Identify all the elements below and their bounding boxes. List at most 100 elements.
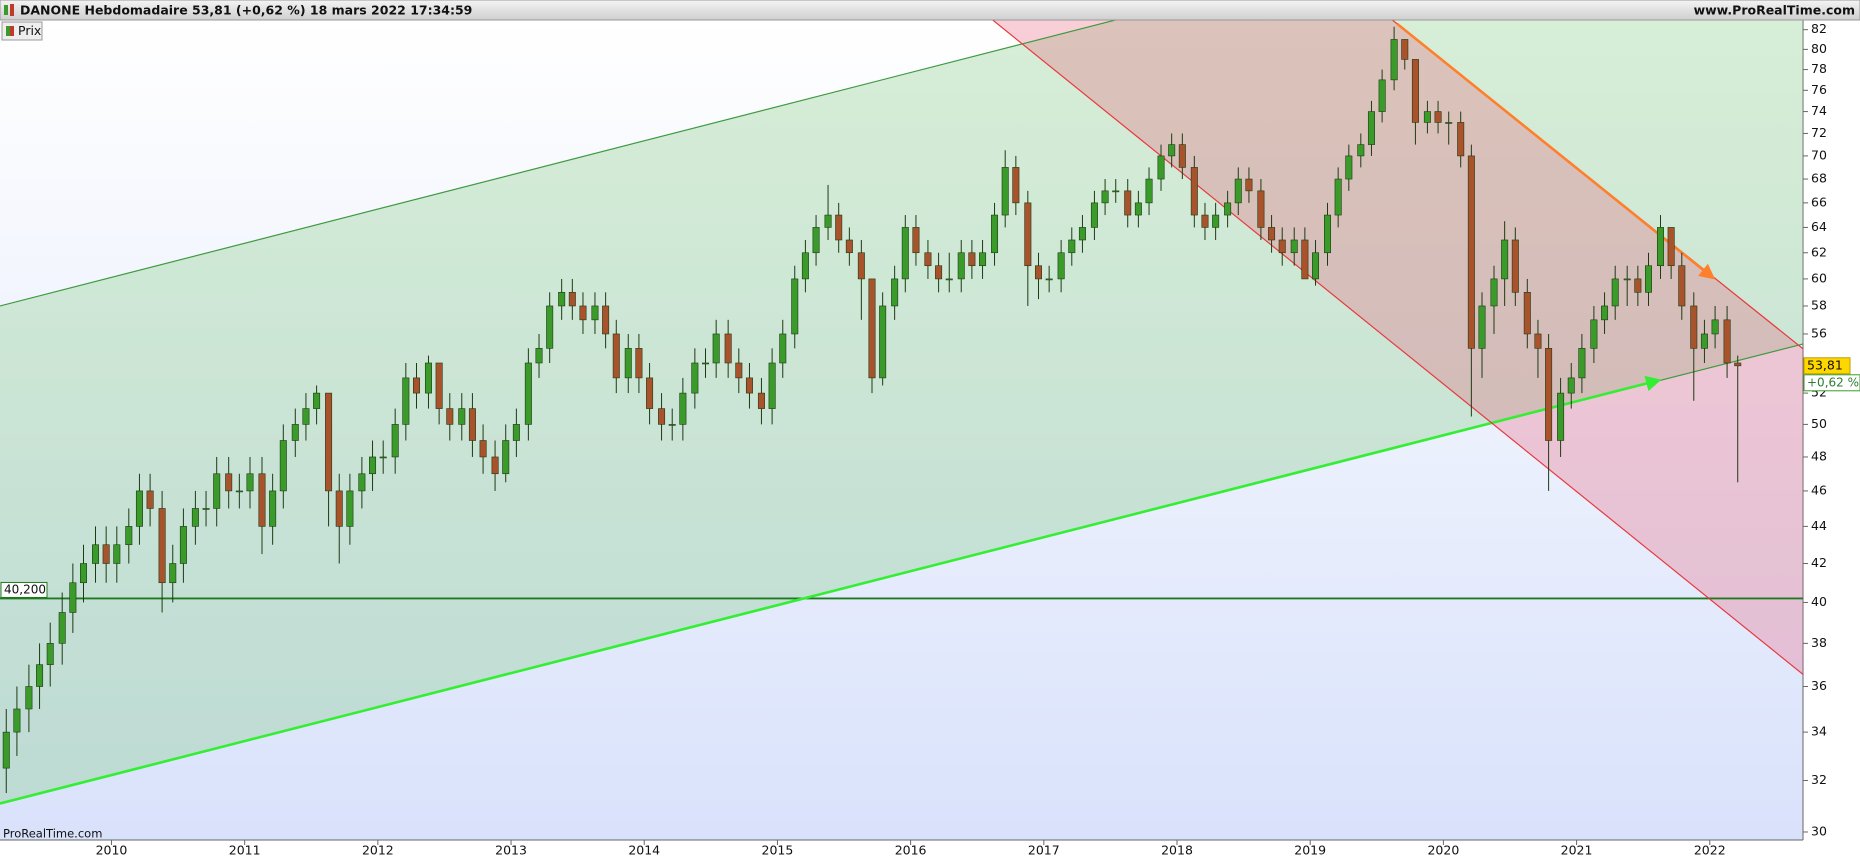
candle-body (745, 377, 753, 394)
candle-body (1312, 252, 1320, 280)
candle-body (313, 392, 321, 409)
candle-body (458, 408, 466, 425)
candle-body (2, 731, 10, 769)
hline-label: 40,200 (4, 582, 46, 596)
change-box (1803, 374, 1860, 392)
candle-body (1401, 39, 1409, 60)
candle-body (69, 582, 77, 613)
candle-body (812, 227, 820, 254)
candle-body (358, 473, 366, 492)
candle-body (602, 305, 610, 335)
candle-body (412, 377, 420, 394)
candle-body (1445, 122, 1453, 124)
candle-body (1245, 178, 1253, 192)
y-tick-label: 60 (1811, 270, 1827, 285)
candle-body (1212, 214, 1220, 228)
candle-body (479, 440, 487, 458)
candle-body (957, 252, 965, 280)
candle-body (868, 278, 876, 379)
y-tick-label: 46 (1811, 482, 1827, 497)
y-tick-label: 32 (1811, 772, 1827, 787)
candle-body (402, 377, 410, 425)
x-axis-background (0, 840, 1803, 860)
candle-body (1278, 239, 1286, 254)
candle-body (1678, 265, 1686, 307)
x-tick-label: 2013 (495, 843, 527, 858)
y-tick-label: 58 (1811, 297, 1827, 312)
candle-body (979, 252, 987, 267)
candle-body (558, 292, 566, 307)
candle-body (768, 362, 776, 409)
y-tick-label: 48 (1811, 448, 1827, 463)
x-tick-label: 2019 (1294, 843, 1326, 858)
x-tick-label: 2012 (362, 843, 394, 858)
candle-body (1578, 348, 1586, 379)
y-tick-label: 36 (1811, 678, 1827, 693)
candle-body (1090, 202, 1098, 228)
candle-body (1601, 305, 1609, 321)
candle-body (1490, 278, 1498, 307)
candle-body (1290, 239, 1298, 254)
candle-body (512, 424, 520, 441)
candle-body (1224, 202, 1232, 216)
candle-body (1178, 144, 1186, 168)
y-tick-label: 38 (1811, 635, 1827, 650)
candle-body (424, 362, 432, 394)
candle-body (1545, 348, 1553, 441)
candle-body (824, 214, 832, 228)
candle-body (1590, 319, 1598, 349)
x-tick-label: 2022 (1694, 843, 1726, 858)
candle-body (1411, 59, 1419, 123)
y-tick-label: 66 (1811, 194, 1827, 209)
legend-label: Prix (18, 23, 41, 38)
site-name: www.ProRealTime.com (1694, 3, 1855, 18)
candle-body (1523, 292, 1531, 335)
axes: 3032343638404244464850525456586062646668… (0, 21, 1860, 858)
candle-body (646, 377, 654, 409)
candle-body (1324, 214, 1332, 254)
candle-body (1367, 111, 1375, 145)
y-tick-label: 62 (1811, 244, 1827, 259)
candle-body (235, 490, 243, 493)
trend-lines (0, 20, 1803, 805)
x-tick-label: 2017 (1028, 843, 1060, 858)
candle-body (612, 333, 620, 379)
candle-body (502, 440, 510, 475)
candle-body (1045, 278, 1053, 281)
candle-body (1145, 178, 1153, 204)
candle-body (658, 408, 666, 425)
candle-body (391, 424, 399, 458)
candle-body (1024, 202, 1032, 267)
y-tick-label: 34 (1811, 724, 1827, 739)
candle-body (1101, 190, 1109, 204)
candle-body (25, 686, 33, 710)
x-tick-label: 2011 (229, 843, 261, 858)
candle-body (1334, 178, 1342, 216)
candle-body (302, 408, 310, 425)
x-tick-label: 2010 (96, 843, 128, 858)
candle-body (1434, 111, 1442, 123)
last-price-box (1803, 357, 1851, 375)
y-tick-label: 82 (1811, 21, 1827, 36)
candle-body (901, 227, 909, 280)
y-tick-label: 56 (1811, 325, 1827, 340)
candle-body (335, 490, 343, 527)
candle-body (991, 214, 999, 254)
legend-icon (6, 26, 10, 36)
trend-line (991, 20, 1803, 675)
change-label: +0,62 % (1807, 375, 1859, 389)
candle-body (1301, 239, 1309, 280)
candle-body (1690, 305, 1698, 349)
candle-body (36, 664, 44, 687)
candle-body (935, 265, 943, 280)
candle-body (735, 362, 743, 379)
y-tick-label: 78 (1811, 61, 1827, 76)
candle-body (1501, 239, 1509, 280)
candle-body (435, 362, 443, 409)
candles (2, 26, 1742, 794)
candle-body (1012, 167, 1020, 204)
candle-body (1511, 239, 1519, 293)
candle-body (1623, 278, 1631, 281)
y-tick-label: 76 (1811, 82, 1827, 97)
